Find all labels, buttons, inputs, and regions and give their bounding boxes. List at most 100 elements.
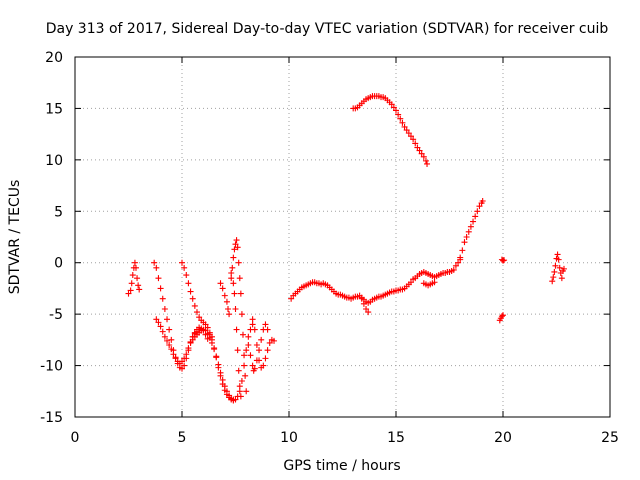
data-point-pass-c (153, 316, 160, 323)
x-axis-label: GPS time / hours (283, 458, 400, 474)
data-point-pass-c (183, 351, 190, 358)
data-point-pass-b (168, 336, 175, 343)
data-point-pass-m (412, 140, 419, 147)
data-point-pass-k (360, 300, 367, 307)
data-point-pass-c (172, 355, 179, 362)
x-tick-label: 15 (387, 430, 405, 446)
data-point-pass-b (181, 362, 188, 369)
data-point-pass-i (256, 357, 263, 364)
x-tick-label: 0 (71, 430, 80, 446)
data-point-pass-b (164, 316, 171, 323)
data-point-pass-c (181, 355, 188, 362)
data-point-pass-m (401, 123, 408, 130)
data-point-pass-d (191, 302, 198, 309)
data-point-pass-e (217, 369, 224, 376)
data-point-pass-f (219, 285, 226, 292)
data-point-pass-d (202, 321, 209, 328)
data-point-pass-m (390, 104, 397, 111)
data-point-pass-a (132, 264, 139, 271)
data-point-pass-l (472, 213, 479, 220)
data-point-pass-f (242, 372, 249, 379)
data-point-pass-l (479, 198, 486, 204)
data-point-pass-f (225, 306, 232, 312)
data-point-pass-l (474, 208, 481, 215)
data-point-pass-d (181, 264, 188, 271)
data-point-pass-c (166, 342, 173, 348)
data-point-pass-d (193, 309, 200, 316)
data-point-pass-h (249, 362, 256, 369)
data-point-pass-o (551, 268, 558, 275)
data-point-pass-a (127, 287, 134, 294)
data-point-pass-f (236, 275, 243, 282)
data-point-pass-m (397, 115, 404, 122)
data-point-pass-c (159, 328, 166, 335)
data-point-pass-e (226, 392, 233, 399)
data-point-pass-f (238, 311, 245, 318)
data-point-pass-j (452, 262, 459, 269)
data-point-pass-m (410, 136, 417, 143)
data-point-pass-i (253, 342, 260, 348)
data-point-pass-a (134, 275, 141, 282)
y-tick-label: 10 (45, 153, 63, 169)
data-point-pass-k (365, 309, 372, 316)
y-tick-label: -10 (40, 359, 63, 375)
y-tick-labels: -15 -10 -5 0 5 10 15 20 (40, 50, 63, 426)
data-point-pass-j (455, 259, 462, 266)
data-point-pass-f (221, 292, 228, 299)
data-point-pass-f (229, 264, 236, 271)
data-point-pass-k (358, 295, 365, 302)
data-point-pass-f (243, 388, 250, 395)
data-point-pass-b (179, 365, 185, 372)
data-point-pass-m (424, 160, 431, 167)
data-point-pass-e (202, 327, 209, 334)
data-point-pass-h (256, 347, 263, 354)
data-point-pass-b (155, 275, 162, 282)
data-point-pass-h (262, 321, 269, 328)
chart-title: Day 313 of 2017, Sidereal Day-to-day VTE… (46, 21, 609, 37)
data-point-pass-d (236, 388, 243, 395)
data-point-pass-o (549, 278, 556, 285)
data-point-pass-i (251, 326, 258, 333)
data-point-pass-m (407, 133, 414, 140)
data-point-pass-k (431, 279, 438, 286)
data-point-pass-o (558, 275, 565, 282)
data-point-pass-d (204, 324, 211, 331)
data-point-pass-e (215, 361, 222, 368)
data-point-pass-m (418, 150, 425, 157)
data-point-pass-f (237, 290, 244, 297)
data-point-pass-m (414, 144, 421, 151)
data-point-pass-o (560, 265, 567, 272)
data-point-pass-i (271, 337, 278, 344)
data-point-pass-m (422, 157, 429, 164)
data-point-pass-j (288, 295, 295, 302)
data-points (125, 93, 567, 404)
data-point-pass-d (179, 259, 185, 266)
data-point-pass-b (166, 326, 173, 333)
data-point-pass-d (241, 362, 248, 369)
data-point-pass-h (258, 336, 265, 343)
data-point-pass-e (204, 330, 211, 337)
data-point-pass-b (161, 306, 168, 312)
data-point-pass-a (135, 282, 142, 289)
data-point-pass-a (131, 259, 138, 266)
plot-frame (74, 56, 611, 418)
data-point-pass-g (230, 280, 237, 287)
data-point-pass-c (170, 351, 177, 358)
data-point-pass-g (233, 326, 240, 333)
data-point-pass-m (416, 147, 423, 154)
data-point-pass-m (405, 130, 412, 137)
data-point-pass-f (231, 246, 238, 253)
y-tick-label: -5 (49, 307, 63, 323)
data-point-pass-g (235, 367, 242, 374)
data-point-pass-g (234, 347, 241, 354)
data-point-pass-l (476, 203, 483, 210)
y-axis-label: SDTVAR / TECUs (7, 180, 23, 295)
data-point-pass-l (465, 228, 472, 235)
data-point-pass-c (185, 345, 192, 352)
data-point-pass-d (249, 321, 256, 328)
data-point-pass-i (264, 347, 271, 354)
x-tick-label: 25 (601, 430, 619, 446)
data-point-pass-f (226, 311, 233, 318)
x-tick-labels: 0 5 10 15 20 25 (71, 430, 619, 446)
